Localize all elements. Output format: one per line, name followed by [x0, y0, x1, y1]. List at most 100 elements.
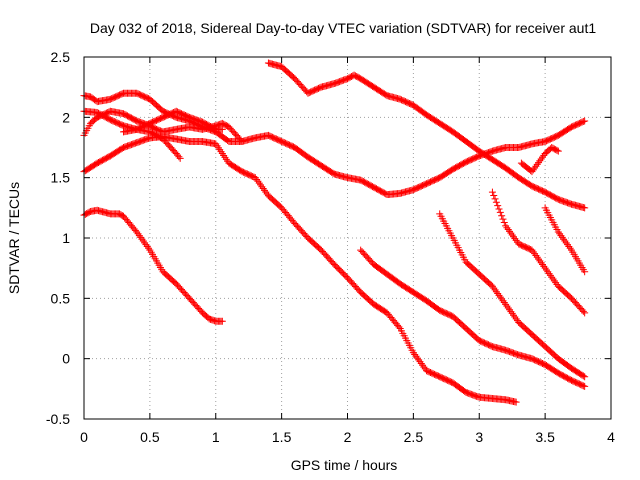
data-point — [176, 154, 184, 162]
data-point — [549, 275, 557, 283]
x-tick-label: 2 — [344, 429, 352, 445]
data-point — [496, 208, 504, 216]
data-point — [495, 291, 503, 299]
data-point — [145, 244, 153, 252]
data-point — [416, 358, 424, 366]
data-point — [507, 308, 515, 316]
data-point — [531, 164, 539, 172]
data-point — [255, 179, 263, 187]
data-point — [133, 228, 141, 236]
data-point — [581, 204, 589, 212]
data-point — [540, 262, 548, 270]
data-point — [579, 372, 587, 380]
series-arc-2 — [80, 133, 520, 406]
y-tick-label: 2 — [62, 109, 70, 125]
y-tick-label: 0.5 — [51, 290, 71, 306]
data-point — [488, 282, 496, 290]
data-point — [139, 237, 147, 245]
data-point — [557, 232, 565, 240]
data-point — [258, 183, 266, 191]
data-point — [536, 157, 544, 165]
data-point — [506, 227, 514, 235]
data-point — [529, 166, 537, 174]
data-point — [253, 175, 261, 183]
x-tick-label: 1 — [212, 429, 220, 445]
data-point — [511, 313, 519, 321]
data-point — [262, 188, 270, 196]
series-arc-8 — [357, 246, 589, 390]
data-point — [254, 177, 262, 185]
data-point — [143, 242, 151, 250]
data-point — [579, 307, 587, 315]
x-tick-label: 0 — [80, 429, 88, 445]
y-tick-label: -0.5 — [46, 411, 70, 427]
data-point — [138, 235, 146, 243]
data-point — [507, 229, 515, 237]
data-point — [553, 146, 561, 154]
data-point — [581, 268, 589, 276]
data-point — [538, 261, 546, 269]
data-point — [494, 290, 502, 298]
y-tick-label: 0 — [62, 351, 70, 367]
data-point — [498, 212, 506, 220]
data-point — [409, 349, 417, 357]
data-point — [413, 354, 421, 362]
data-point — [536, 257, 544, 265]
data-point — [554, 147, 562, 155]
data-point — [495, 205, 503, 213]
data-point — [134, 230, 142, 238]
data-point — [532, 251, 540, 259]
data-point — [550, 277, 558, 285]
data-point — [552, 279, 560, 287]
plot-frame — [83, 56, 612, 420]
data-point — [492, 198, 500, 206]
data-point — [546, 271, 554, 279]
data-point — [508, 309, 516, 317]
data-point — [218, 317, 226, 325]
series-arc-7 — [264, 59, 589, 212]
data-point — [566, 244, 574, 252]
data-point — [528, 168, 536, 176]
data-point — [548, 273, 556, 281]
series-arc-6 — [120, 107, 226, 136]
x-tick-label: 3 — [475, 429, 483, 445]
data-point — [502, 300, 510, 308]
data-point — [537, 155, 545, 163]
data-point — [542, 266, 550, 274]
data-point — [531, 250, 539, 258]
y-axis-label: SDTVAR / TECUs — [6, 182, 22, 294]
data-point — [137, 233, 145, 241]
data-point — [251, 174, 259, 182]
data-point — [541, 264, 549, 272]
series-arc-11 — [541, 204, 589, 276]
data-point — [135, 232, 143, 240]
x-tick-label: 1.5 — [272, 429, 292, 445]
data-point — [537, 259, 545, 267]
data-point — [175, 153, 183, 161]
series-arc-12 — [517, 144, 562, 176]
data-point — [529, 248, 537, 256]
data-point — [419, 361, 427, 369]
data-point — [502, 222, 510, 230]
data-point — [554, 228, 562, 236]
data-point — [218, 125, 226, 133]
data-point — [512, 398, 520, 406]
data-point — [535, 255, 543, 263]
data-point — [532, 162, 540, 170]
data-point — [562, 239, 570, 247]
y-tick-label: 1 — [62, 230, 70, 246]
data-point — [259, 185, 267, 193]
data-point — [491, 195, 499, 203]
data-point — [533, 253, 541, 261]
data-point — [141, 239, 149, 247]
data-point — [496, 293, 504, 301]
data-point — [528, 246, 536, 254]
data-point — [545, 270, 553, 278]
data-point — [420, 363, 428, 371]
data-point — [579, 382, 587, 390]
data-point — [560, 235, 568, 243]
data-point — [581, 373, 589, 381]
data-point — [544, 268, 552, 276]
series-arc-9 — [436, 210, 589, 381]
